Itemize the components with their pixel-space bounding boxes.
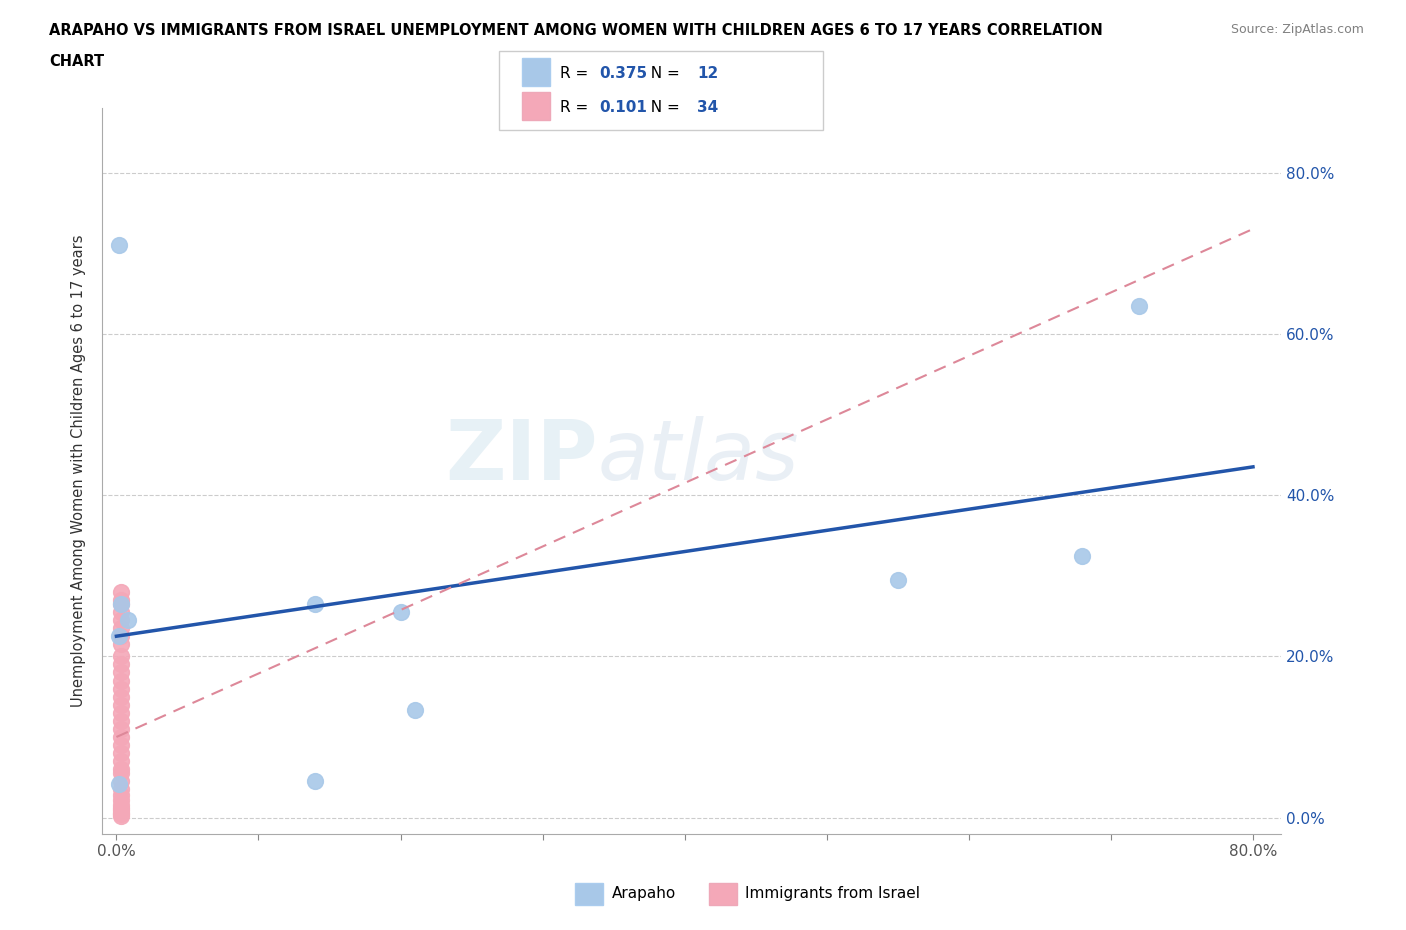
Point (110, 803, 132, 817)
Point (110, 604, 132, 619)
Text: Source: ZipAtlas.com: Source: ZipAtlas.com (1230, 23, 1364, 36)
Point (110, 792, 132, 807)
Point (110, 592, 132, 607)
Point (887, 572, 910, 587)
Point (110, 649, 132, 664)
Point (304, 774, 326, 789)
Text: 0.375: 0.375 (599, 66, 647, 82)
Point (110, 681, 132, 696)
Point (110, 584, 132, 599)
Point (389, 604, 412, 619)
Point (110, 722, 132, 737)
Point (110, 788, 132, 803)
Point (110, 782, 132, 797)
Point (110, 698, 132, 712)
Point (110, 737, 132, 752)
Point (110, 774, 132, 789)
Text: N =: N = (641, 66, 685, 82)
Point (110, 801, 132, 816)
Point (110, 629, 132, 644)
Point (110, 753, 132, 768)
Text: ZIP: ZIP (444, 416, 598, 497)
Text: Arapaho: Arapaho (612, 886, 676, 901)
Point (110, 637, 132, 652)
Point (110, 808, 132, 823)
Point (1128, 299, 1150, 313)
Text: N =: N = (641, 100, 685, 115)
Point (110, 665, 132, 680)
Point (117, 613, 139, 628)
Y-axis label: Unemployment Among Women with Children Ages 6 to 17 years: Unemployment Among Women with Children A… (72, 234, 86, 707)
Point (110, 596, 132, 611)
Point (110, 729, 132, 744)
Point (108, 238, 131, 253)
Point (110, 766, 132, 781)
Text: R =: R = (560, 66, 593, 82)
Point (110, 807, 132, 822)
Text: 0.101: 0.101 (599, 100, 647, 115)
Point (110, 746, 132, 761)
Point (110, 596, 132, 611)
Text: 12: 12 (697, 66, 718, 82)
Point (110, 762, 132, 777)
Point (304, 596, 326, 611)
Point (110, 613, 132, 628)
Point (110, 805, 132, 820)
Point (110, 673, 132, 688)
Text: ARAPAHO VS IMMIGRANTS FROM ISRAEL UNEMPLOYMENT AMONG WOMEN WITH CHILDREN AGES 6 : ARAPAHO VS IMMIGRANTS FROM ISRAEL UNEMPL… (49, 23, 1102, 38)
Text: atlas: atlas (598, 416, 799, 497)
Text: R =: R = (560, 100, 598, 115)
Point (110, 689, 132, 704)
Point (110, 657, 132, 671)
Point (110, 797, 132, 812)
Point (108, 777, 131, 791)
Point (110, 705, 132, 720)
Point (1071, 548, 1094, 563)
Text: 34: 34 (697, 100, 718, 115)
Text: CHART: CHART (49, 54, 104, 69)
Point (108, 629, 131, 644)
Point (404, 703, 426, 718)
Point (110, 713, 132, 728)
Point (110, 620, 132, 635)
Text: Immigrants from Israel: Immigrants from Israel (745, 886, 920, 901)
